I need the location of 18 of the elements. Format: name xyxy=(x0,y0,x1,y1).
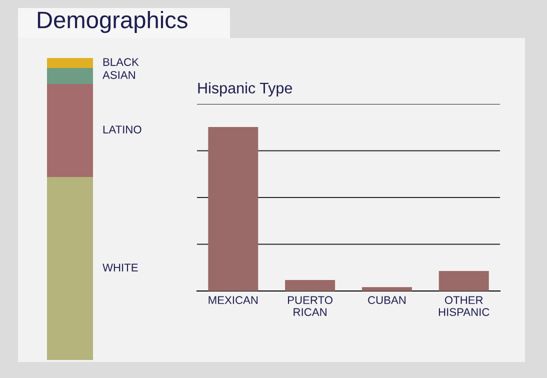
bar xyxy=(47,84,93,177)
x-tick-label: PUERTO RICAN xyxy=(288,296,332,316)
series-label: BLACK xyxy=(103,58,139,66)
chart-title: Demographics xyxy=(38,10,188,33)
bar xyxy=(47,68,93,84)
bar xyxy=(208,126,258,291)
x-tick-label: CUBAN xyxy=(368,296,406,304)
chart-title: Hispanic Type xyxy=(198,82,292,97)
series-label: ASIAN xyxy=(102,71,135,79)
bar xyxy=(438,270,489,291)
x-tick-label: MEXICAN xyxy=(208,296,258,304)
bar xyxy=(285,280,336,291)
x-tick-label: OTHER HISPANIC xyxy=(438,296,490,316)
bar xyxy=(362,287,412,291)
bar xyxy=(47,58,93,68)
series-label: LATINO xyxy=(103,126,142,134)
series-label: WHITE xyxy=(102,264,138,272)
bar xyxy=(47,176,93,360)
